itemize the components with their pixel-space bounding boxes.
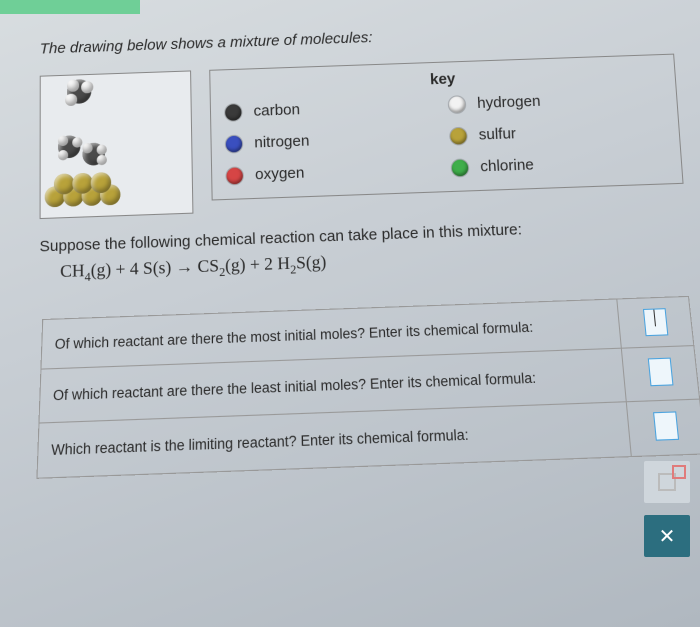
answer-cell[interactable] [626, 400, 700, 458]
question-table: Of which reactant are there the most ini… [36, 296, 700, 479]
legend-label: sulfur [478, 125, 516, 144]
answer-input-3 [653, 412, 679, 441]
answer-cell[interactable] [617, 297, 694, 349]
close-icon: ✕ [659, 524, 676, 549]
answer-cell[interactable] [621, 346, 699, 402]
atom [97, 155, 107, 166]
close-button[interactable]: ✕ [644, 515, 690, 557]
legend-item: nitrogen [226, 128, 441, 153]
answer-input-1 [642, 309, 667, 337]
reset-badge-icon [672, 465, 686, 479]
legend-item: chlorine [451, 151, 667, 176]
legend-label: carbon [253, 101, 300, 120]
atom [58, 150, 68, 161]
atom [81, 81, 93, 94]
legend-swatch [226, 167, 243, 184]
legend-swatch [225, 104, 242, 121]
legend-swatch [449, 96, 466, 113]
legend-grid: carbon hydrogen nitrogen sulfur oxygen chlori… [225, 88, 667, 184]
intro-text: The drawing below shows a mixture of mol… [40, 19, 673, 58]
legend-item: sulfur [450, 120, 665, 145]
legend-item: carbon [225, 96, 439, 121]
answer-input-2 [647, 358, 673, 387]
legend-item: oxygen [226, 159, 442, 184]
legend-swatch [226, 135, 243, 152]
figure-row: key carbonhydrogennitrogensulfuroxygench… [40, 54, 685, 219]
legend-item: hydrogen [448, 88, 662, 113]
legend-swatch [451, 159, 468, 176]
worksheet-page: The drawing below shows a mixture of mol… [0, 0, 700, 480]
legend-label: hydrogen [477, 93, 541, 112]
molecule-drawing [40, 70, 194, 219]
atom [65, 94, 77, 107]
reset-button[interactable] [644, 461, 690, 503]
legend-label: chlorine [480, 156, 534, 175]
legend-box: key carbonhydrogennitrogensulfuroxygench… [209, 54, 683, 201]
atom [72, 137, 82, 148]
side-buttons: ✕ [644, 461, 690, 557]
legend-label: nitrogen [254, 132, 310, 151]
legend-label: oxygen [255, 164, 305, 183]
atom [97, 144, 107, 155]
legend-swatch [450, 127, 467, 144]
